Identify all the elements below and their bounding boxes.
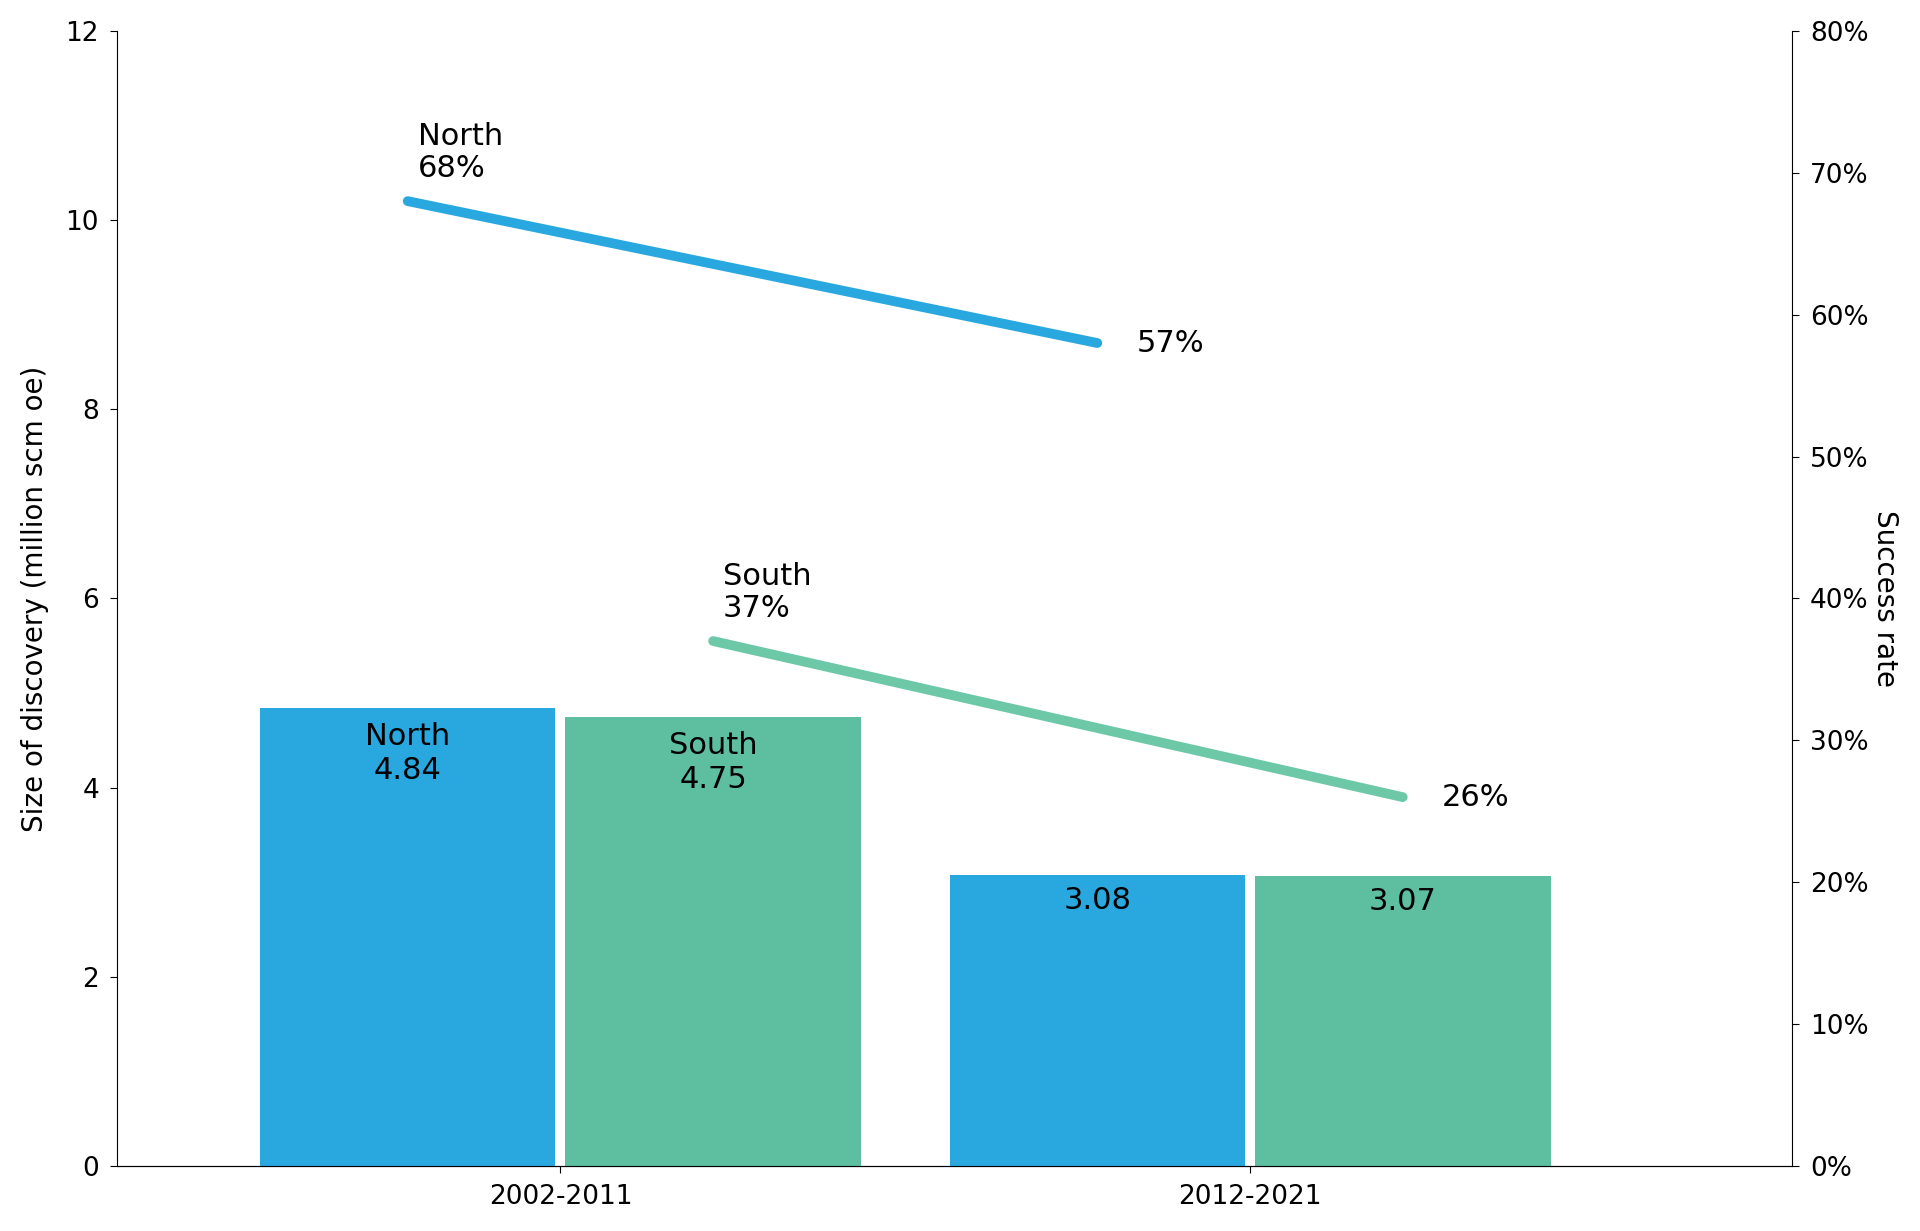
Text: 26%: 26% xyxy=(1442,783,1509,811)
Text: 3.07: 3.07 xyxy=(1369,888,1436,916)
Text: North
68%: North 68% xyxy=(417,122,503,182)
Bar xyxy=(259,708,555,1166)
Text: South
37%: South 37% xyxy=(724,563,812,623)
Y-axis label: Size of discovery (million scm oe): Size of discovery (million scm oe) xyxy=(21,366,48,832)
Bar xyxy=(950,875,1246,1166)
Text: North
4.84: North 4.84 xyxy=(365,723,451,785)
Bar xyxy=(564,716,860,1166)
Bar xyxy=(1256,875,1551,1166)
Text: South
4.75: South 4.75 xyxy=(668,731,756,794)
Y-axis label: Success rate: Success rate xyxy=(1872,510,1899,687)
Text: 3.08: 3.08 xyxy=(1064,886,1131,915)
Text: 57%: 57% xyxy=(1137,329,1204,357)
